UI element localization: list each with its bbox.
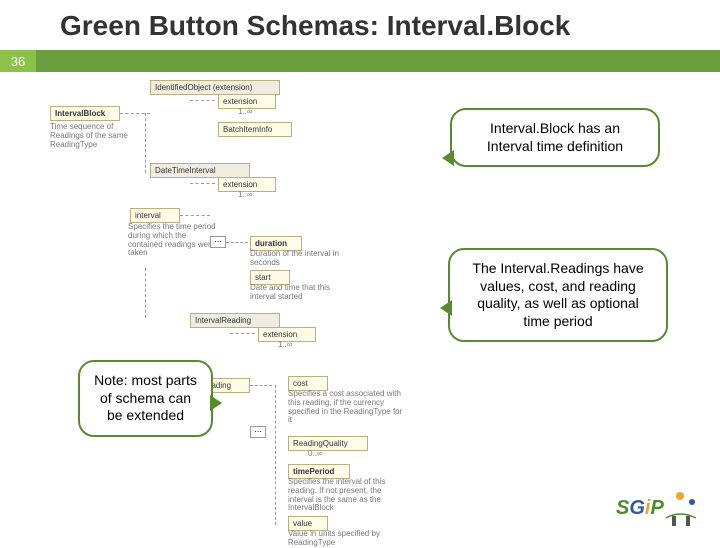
- connector: [230, 333, 255, 334]
- callout-interval-readings: The Interval.Readings have values, cost,…: [448, 248, 668, 342]
- datetime-box: DateTimeInterval: [150, 163, 250, 178]
- callout-tail: [440, 300, 452, 316]
- connector: [145, 268, 146, 318]
- tp-desc: Specifies the interval of this reading. …: [288, 478, 403, 513]
- start-desc: Date and time that this interval started: [250, 284, 355, 302]
- identified-box: IdentifiedObject (extension): [150, 80, 280, 95]
- expand-box: ⋯: [250, 426, 266, 438]
- rq-box: ReadingQuality: [288, 436, 368, 451]
- card-label: 1..∞: [278, 341, 293, 350]
- connector: [275, 385, 276, 525]
- connector: [190, 183, 215, 184]
- schema-diagram: IntervalBlock Time sequence of Readings …: [90, 88, 430, 528]
- page-title: Green Button Schemas: Interval.Block: [0, 0, 720, 50]
- callout-tail: [210, 395, 222, 411]
- connector: [180, 215, 210, 216]
- callout-tail: [442, 150, 454, 166]
- value-desc: Value in units specified by ReadingType: [288, 530, 398, 548]
- callout-text: The Interval.Readings have values, cost,…: [472, 260, 643, 329]
- sgip-logo: SGiP: [610, 488, 700, 528]
- interval-box: interval: [130, 208, 180, 223]
- callout-interval-block: Interval.Block has an Interval time defi…: [450, 108, 660, 167]
- interval-desc: Specifies the time period during which t…: [128, 223, 218, 258]
- batch-box: BatchItemInfo: [218, 122, 292, 137]
- card-label: 1..∞: [238, 191, 253, 200]
- callout-text: Interval.Block has an Interval time defi…: [487, 120, 623, 154]
- callout-text: Note: most parts of schema can be extend…: [94, 372, 197, 423]
- page-number-tab: 36: [0, 50, 36, 72]
- connector: [250, 385, 272, 386]
- root-box: IntervalBlock: [50, 106, 120, 121]
- connector: [190, 100, 215, 101]
- callout-note-extended: Note: most parts of schema can be extend…: [78, 360, 213, 437]
- root-desc: Time sequence of Readings of the same Re…: [50, 123, 130, 149]
- duration-desc: Duration of the interval in seconds: [250, 250, 350, 268]
- connector: [226, 242, 248, 243]
- card-label: 0..∞: [308, 450, 323, 459]
- expand-box: ⋯: [210, 236, 226, 248]
- header-bar: 36: [0, 50, 720, 72]
- cost-desc: Specifies a cost associated with this re…: [288, 390, 403, 425]
- connector: [145, 113, 146, 173]
- ir-header-box: IntervalReading: [190, 313, 280, 328]
- card-label: 1..∞: [238, 108, 253, 117]
- svg-text:SGiP: SGiP: [616, 497, 664, 519]
